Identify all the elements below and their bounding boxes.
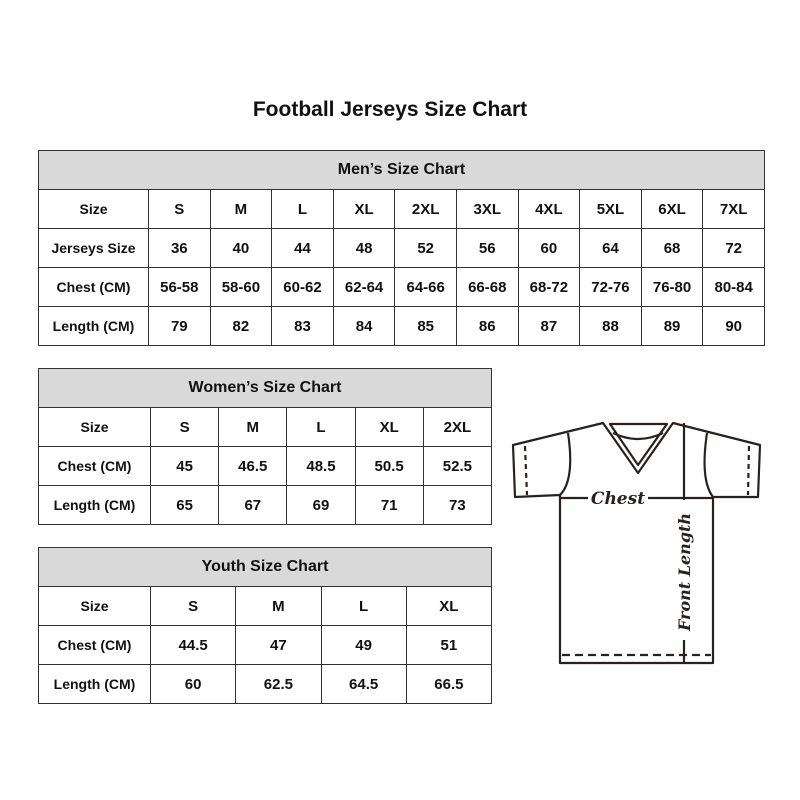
- row-label: Chest (CM): [38, 446, 151, 486]
- table-cell: 76-80: [640, 267, 704, 307]
- table-row: Length (CM) 65 67 69 71 73: [38, 485, 493, 525]
- table-cell: 48.5: [286, 446, 356, 486]
- table-cell: M: [218, 407, 288, 447]
- table-cell: 50.5: [354, 446, 424, 486]
- table-cell: 68: [640, 228, 704, 268]
- collar-band: [612, 432, 664, 441]
- table-cell: 67: [218, 485, 288, 525]
- row-label: Size: [38, 586, 151, 626]
- table-cell: 62.5: [235, 664, 322, 704]
- youth-size-table: Youth Size Chart Size S M L XL Chest (CM) 44.5…: [38, 547, 493, 704]
- table-cell: 48: [332, 228, 396, 268]
- table-cell: 66-68: [455, 267, 519, 307]
- table-cell: XL: [332, 189, 396, 229]
- collar-inner: [608, 422, 669, 467]
- table-cell: 45: [149, 446, 220, 486]
- table-cell: 62-64: [332, 267, 396, 307]
- table-row: Size S M L XL 2XL: [38, 407, 493, 447]
- womens-table-heading: Women’s Size Chart: [38, 368, 492, 408]
- row-label: Size: [38, 189, 149, 229]
- table-cell: S: [149, 407, 220, 447]
- table-cell: 49: [320, 625, 407, 665]
- table-cell: 69: [286, 485, 356, 525]
- right-sleeve-stitch: [746, 445, 751, 496]
- table-cell: 5XL: [579, 189, 642, 229]
- table-cell: 86: [455, 306, 519, 346]
- table-row: Size S M L XL: [38, 586, 493, 626]
- table-cell: S: [149, 586, 237, 626]
- table-row: Size S M L XL 2XL 3XL 4XL 5XL 6XL 7XL: [38, 189, 765, 229]
- table-cell: 71: [354, 485, 424, 525]
- right-armhole: [703, 432, 714, 498]
- table-cell: 79: [148, 306, 211, 346]
- womens-size-table: Women’s Size Chart Size S M L XL 2XL Chest (CM…: [38, 368, 493, 525]
- left-sleeve-stitch: [523, 445, 529, 496]
- row-label: Length (CM): [38, 485, 151, 525]
- table-cell: 47: [235, 625, 322, 665]
- table-cell: 66.5: [405, 664, 493, 704]
- table-row: Jerseys Size 36 40 44 48 52 56 60 64 68 72: [38, 228, 765, 268]
- chest-label: Chest: [591, 489, 645, 509]
- left-armhole: [559, 432, 572, 496]
- table-cell: 52.5: [422, 446, 493, 486]
- mens-table-heading: Men’s Size Chart: [38, 150, 765, 190]
- table-cell: 65: [149, 485, 220, 525]
- table-cell: 7XL: [702, 189, 765, 229]
- table-cell: 44: [271, 228, 334, 268]
- jersey-outline: [511, 421, 762, 665]
- table-cell: 2XL: [422, 407, 493, 447]
- front-length-label: Front Length: [675, 513, 694, 632]
- table-cell: XL: [354, 407, 424, 447]
- table-cell: M: [235, 586, 322, 626]
- table-cell: 87: [517, 306, 581, 346]
- table-cell: 90: [702, 306, 765, 346]
- table-cell: 44.5: [149, 625, 237, 665]
- row-label: Jerseys Size: [38, 228, 149, 268]
- table-cell: 36: [148, 228, 211, 268]
- table-cell: 82: [209, 306, 273, 346]
- youth-table-heading: Youth Size Chart: [38, 547, 492, 587]
- table-row: Length (CM) 60 62.5 64.5 66.5: [38, 664, 493, 704]
- row-label: Length (CM): [38, 306, 149, 346]
- table-cell: 60: [517, 228, 581, 268]
- table-cell: 84: [332, 306, 396, 346]
- table-cell: 88: [579, 306, 642, 346]
- page-title: Football Jerseys Size Chart: [252, 98, 528, 121]
- table-cell: 56-58: [148, 267, 211, 307]
- table-cell: L: [286, 407, 356, 447]
- table-row: Length (CM) 79 82 83 84 85 86 87 88 89 90: [38, 306, 765, 346]
- table-cell: 60: [149, 664, 237, 704]
- table-cell: L: [320, 586, 407, 626]
- table-cell: 80-84: [702, 267, 765, 307]
- row-label: Chest (CM): [38, 625, 151, 665]
- table-cell: 40: [209, 228, 273, 268]
- table-cell: 64.5: [320, 664, 407, 704]
- table-cell: 85: [394, 306, 457, 346]
- table-cell: 73: [422, 485, 493, 525]
- table-cell: 6XL: [640, 189, 704, 229]
- table-row: Chest (CM) 44.5 47 49 51: [38, 625, 493, 665]
- mens-size-table: Men’s Size Chart Size S M L XL 2XL 3XL 4XL 5XL 6X…: [38, 150, 765, 346]
- table-row: Chest (CM) 45 46.5 48.5 50.5 52.5: [38, 446, 493, 486]
- table-cell: L: [271, 189, 334, 229]
- table-cell: 60-62: [271, 267, 334, 307]
- table-cell: 68-72: [517, 267, 581, 307]
- row-label: Size: [38, 407, 151, 447]
- table-cell: 72-76: [579, 267, 642, 307]
- table-cell: 51: [405, 625, 493, 665]
